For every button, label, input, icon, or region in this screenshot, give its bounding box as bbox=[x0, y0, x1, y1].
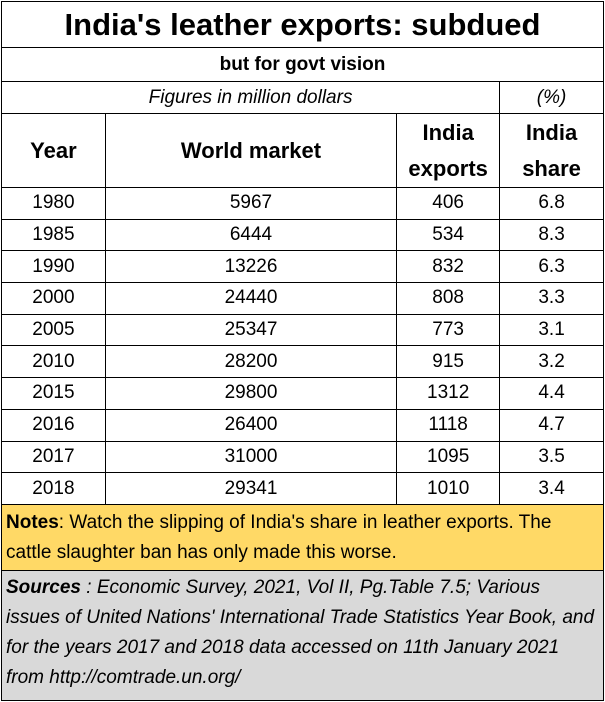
cell-india-share: 3.5 bbox=[499, 440, 604, 474]
cell-world-market: 26400 bbox=[104, 408, 398, 442]
cell-india-share: 3.4 bbox=[499, 472, 604, 505]
table-row: 2005 25347 773 3.1 bbox=[1, 313, 604, 347]
notes-text: : Watch the slipping of India's share in… bbox=[6, 511, 552, 563]
table-row: 2018 29341 1010 3.4 bbox=[1, 472, 604, 505]
cell-world-market: 29800 bbox=[104, 377, 398, 410]
cell-india-share: 8.3 bbox=[499, 218, 604, 252]
cell-year: 2018 bbox=[1, 472, 106, 505]
header-india-share: India share bbox=[499, 113, 604, 188]
header-year: Year bbox=[1, 113, 106, 188]
cell-world-market: 5967 bbox=[104, 187, 398, 220]
table-row: 1985 6444 534 8.3 bbox=[1, 218, 604, 252]
cell-year: 1990 bbox=[1, 250, 106, 284]
table-row: 2010 28200 915 3.2 bbox=[1, 345, 604, 379]
cell-year: 2016 bbox=[1, 408, 106, 442]
cell-india-share: 3.3 bbox=[499, 282, 604, 315]
table-title: India's leather exports: subdued bbox=[1, 1, 604, 48]
cell-india-share: 3.1 bbox=[499, 313, 604, 347]
cell-india-exports: 1312 bbox=[396, 377, 501, 410]
percent-note: (%) bbox=[499, 81, 604, 114]
notes-label: Notes bbox=[6, 511, 59, 533]
table-subtitle: but for govt vision bbox=[1, 47, 604, 82]
header-world-market: World market bbox=[104, 113, 398, 188]
table-row: 2015 29800 1312 4.4 bbox=[1, 377, 604, 410]
table-row: 1990 13226 832 6.3 bbox=[1, 250, 604, 284]
cell-india-exports: 773 bbox=[396, 313, 501, 347]
cell-india-share: 4.4 bbox=[499, 377, 604, 410]
cell-world-market: 31000 bbox=[104, 440, 398, 474]
cell-world-market: 6444 bbox=[104, 218, 398, 252]
cell-year: 2017 bbox=[1, 440, 106, 474]
cell-india-exports: 915 bbox=[396, 345, 501, 379]
cell-india-exports: 406 bbox=[396, 187, 501, 220]
cell-world-market: 25347 bbox=[104, 313, 398, 347]
sources-box: Sources : Economic Survey, 2021, Vol II,… bbox=[1, 569, 604, 701]
sources-label: Sources bbox=[6, 576, 81, 598]
cell-india-share: 3.2 bbox=[499, 345, 604, 379]
notes-box: Notes: Watch the slipping of India's sha… bbox=[1, 503, 604, 571]
cell-india-exports: 1095 bbox=[396, 440, 501, 474]
sources-text: : Economic Survey, 2021, Vol II, Pg.Tabl… bbox=[6, 576, 595, 688]
cell-india-exports: 832 bbox=[396, 250, 501, 284]
cell-india-exports: 1010 bbox=[396, 472, 501, 505]
cell-world-market: 13226 bbox=[104, 250, 398, 284]
units-note: Figures in million dollars bbox=[0, 81, 501, 114]
cell-india-exports: 1118 bbox=[396, 408, 501, 442]
cell-year: 2000 bbox=[1, 282, 106, 315]
table-row: 2000 24440 808 3.3 bbox=[1, 282, 604, 315]
cell-year: 2015 bbox=[1, 377, 106, 410]
cell-india-share: 6.8 bbox=[499, 187, 604, 220]
header-india-share-line2: share bbox=[522, 155, 581, 181]
cell-world-market: 28200 bbox=[104, 345, 398, 379]
cell-india-share: 6.3 bbox=[499, 250, 604, 284]
table-row: 2016 26400 1118 4.7 bbox=[1, 408, 604, 442]
header-india-exports: India exports bbox=[396, 113, 501, 188]
header-india-share-line1: India bbox=[525, 119, 578, 145]
cell-world-market: 24440 bbox=[104, 282, 398, 315]
cell-year: 1985 bbox=[1, 218, 106, 252]
cell-year: 1980 bbox=[1, 187, 106, 220]
cell-world-market: 29341 bbox=[104, 472, 398, 505]
table-row: 1980 5967 406 6.8 bbox=[1, 187, 604, 220]
cell-india-exports: 808 bbox=[396, 282, 501, 315]
table-row: 2017 31000 1095 3.5 bbox=[1, 440, 604, 474]
header-india-exports-line2: exports bbox=[408, 155, 488, 181]
header-india-exports-line1: India bbox=[422, 119, 474, 145]
cell-year: 2010 bbox=[1, 345, 106, 379]
cell-india-exports: 534 bbox=[396, 218, 501, 252]
cell-year: 2005 bbox=[1, 313, 106, 347]
cell-india-share: 4.7 bbox=[499, 408, 604, 442]
